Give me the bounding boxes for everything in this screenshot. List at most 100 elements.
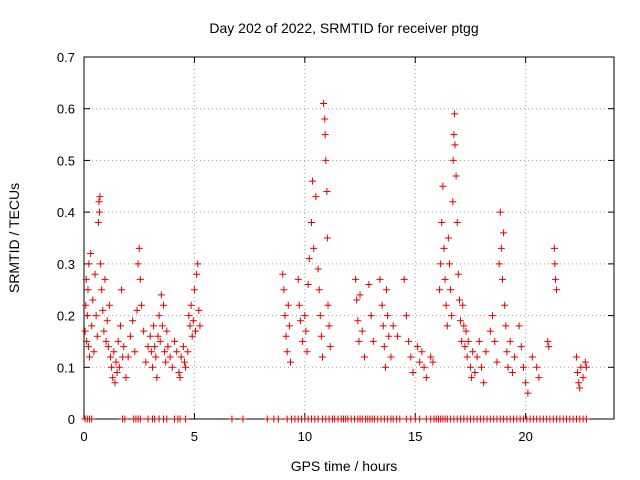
data-point: [135, 244, 143, 252]
data-point: [285, 322, 293, 330]
data-point: [316, 312, 324, 320]
data-point: [579, 374, 587, 382]
data-point: [104, 343, 112, 351]
data-point: [171, 337, 179, 345]
data-point: [528, 353, 536, 361]
data-point: [356, 291, 364, 299]
data-point: [354, 317, 362, 325]
data-point: [475, 337, 483, 345]
y-tick-label: 0.4: [57, 205, 75, 220]
data-point: [281, 312, 289, 320]
data-point: [131, 348, 139, 356]
data-point: [157, 291, 165, 299]
data-point: [228, 415, 236, 423]
data-point: [110, 348, 118, 356]
data-point: [294, 275, 302, 283]
data-point: [182, 415, 190, 423]
data-point: [478, 363, 485, 371]
data-point: [497, 244, 505, 252]
data-point: [177, 353, 185, 361]
data-point: [503, 348, 511, 356]
data-point: [515, 322, 523, 330]
data-point: [506, 337, 514, 345]
data-point: [144, 343, 152, 351]
data-point: [101, 275, 109, 283]
data-point: [323, 234, 331, 242]
data-point: [317, 332, 325, 340]
data-point: [409, 368, 417, 376]
data-point: [418, 348, 426, 356]
data-point: [480, 379, 488, 387]
data-point: [320, 100, 328, 108]
data-point: [173, 348, 181, 356]
chart-title: Day 202 of 2022, SRMTID for receiver ptg…: [209, 20, 478, 36]
data-point: [517, 343, 525, 351]
data-point: [129, 317, 137, 325]
data-point: [376, 275, 384, 283]
data-point: [444, 234, 452, 242]
data-point: [462, 327, 470, 335]
data-point: [449, 156, 457, 164]
data-point: [379, 322, 387, 330]
data-point: [436, 286, 444, 294]
data-point: [283, 348, 291, 356]
data-point: [582, 363, 590, 371]
data-point: [416, 358, 424, 366]
data-point: [97, 260, 105, 268]
data-point: [286, 358, 294, 366]
data-point: [274, 415, 282, 423]
data-point: [550, 244, 558, 252]
data-point: [105, 301, 113, 309]
data-point: [394, 332, 402, 340]
data-point: [189, 317, 197, 325]
data-point: [151, 343, 159, 351]
data-point: [84, 343, 92, 351]
data-point: [279, 270, 287, 278]
data-point: [325, 322, 333, 330]
data-point: [88, 415, 96, 423]
data-point: [326, 343, 334, 351]
data-point: [124, 353, 132, 361]
data-point: [365, 281, 373, 289]
data-point: [163, 327, 171, 335]
data-point: [95, 198, 103, 206]
x-tick-label: 10: [298, 429, 312, 444]
data-point: [468, 374, 476, 382]
data-point: [450, 131, 458, 139]
data-point: [321, 115, 329, 123]
data-point: [508, 368, 516, 376]
data-point: [380, 343, 388, 351]
data-point: [383, 286, 391, 294]
x-tick-label: 20: [518, 429, 532, 444]
data-point: [87, 250, 95, 258]
data-point: [575, 379, 583, 387]
data-point: [193, 270, 201, 278]
data-point: [134, 260, 142, 268]
data-point: [501, 301, 509, 309]
data-point: [451, 110, 459, 118]
data-point: [443, 322, 451, 330]
data-point: [91, 270, 99, 278]
data-point: [422, 374, 430, 382]
data-point: [95, 208, 103, 216]
data-point: [88, 322, 96, 330]
data-point: [322, 156, 330, 164]
data-point: [461, 343, 469, 351]
data-point: [133, 306, 141, 314]
data-point: [453, 218, 461, 226]
data-point: [473, 353, 481, 361]
data-point: [295, 301, 303, 309]
data-point: [284, 301, 292, 309]
data-point: [459, 301, 467, 309]
data-point: [427, 353, 435, 361]
data-point: [312, 193, 320, 201]
data-point: [500, 229, 508, 237]
data-point: [122, 374, 130, 382]
data-point: [118, 286, 126, 294]
data-point: [156, 337, 164, 345]
data-point: [466, 363, 474, 371]
data-point: [429, 358, 437, 366]
data-point: [142, 358, 150, 366]
data-point: [108, 363, 116, 371]
data-point: [263, 415, 271, 423]
